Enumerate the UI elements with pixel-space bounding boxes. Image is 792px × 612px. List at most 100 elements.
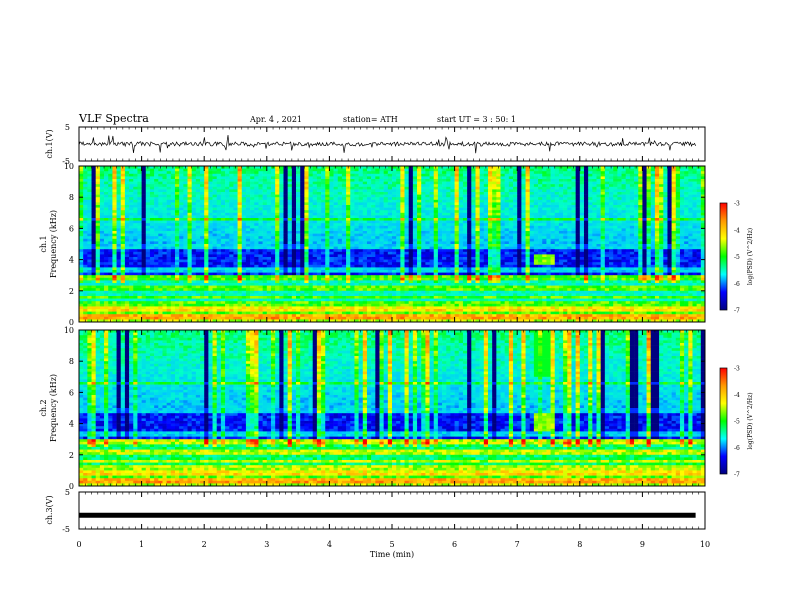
spectrogram-cell (688, 205, 693, 208)
spectrogram-cell (429, 192, 435, 195)
spectrogram-cell (191, 168, 197, 172)
spectrogram-cell (533, 173, 539, 177)
spectrogram-cell (500, 225, 505, 229)
spectrogram-cell (291, 189, 297, 193)
spectrogram-cell (387, 210, 393, 214)
spectrogram-cell (237, 244, 243, 247)
spectrogram-cell (583, 199, 589, 203)
spectrogram-cell (421, 202, 426, 206)
spectrogram-cell (558, 236, 564, 240)
spectrogram-cell (304, 210, 309, 214)
spectrogram-cell (567, 168, 572, 172)
spectrogram-cell (204, 236, 209, 240)
spectrogram-cell (325, 171, 330, 175)
spectrogram-cell (417, 166, 422, 169)
spectrogram-cell (337, 238, 343, 242)
spectrogram-cell (421, 210, 426, 214)
spectrogram-cell (321, 231, 326, 234)
spectrogram-cell (245, 233, 251, 237)
spectrogram-cell (487, 238, 493, 242)
spectrogram-cell (571, 228, 576, 232)
spectrogram-cell (329, 207, 334, 211)
spectrogram-cell (104, 166, 109, 169)
spectrogram-cell (316, 176, 322, 180)
spectrogram-cell (571, 210, 576, 214)
spectrogram-cell (504, 181, 510, 185)
spectrogram-cell (550, 223, 556, 227)
spectrogram-cell (634, 189, 639, 193)
spectrogram-cell (425, 244, 430, 247)
spectrogram-cell (129, 220, 134, 224)
spectrogram-cell (613, 171, 618, 175)
spectrogram-cell (529, 179, 535, 182)
spectrogram-cell (650, 186, 656, 190)
spectrogram-cell (533, 189, 539, 193)
spectrogram-cell (145, 231, 151, 234)
spectrogram-cell (646, 189, 652, 193)
spectrogram-cell (613, 184, 618, 188)
spectrogram-cell (179, 168, 184, 172)
spectrogram-cell (684, 215, 689, 219)
spectrogram-cell (158, 223, 163, 227)
spectrogram-cell (270, 212, 276, 216)
spectrogram-cell (508, 246, 514, 250)
spectrogram-cell (525, 233, 531, 237)
spectrogram-cell (245, 171, 251, 175)
spectrogram-cell (429, 171, 435, 175)
spectrogram-cell (425, 194, 430, 198)
spectrogram-cell (592, 241, 597, 245)
spectrogram-cell (124, 249, 130, 253)
spectrogram-cell (112, 207, 117, 211)
spectrogram-cell (229, 251, 234, 255)
spectrogram-cell (483, 238, 489, 242)
spectrogram-cell (154, 171, 159, 175)
spectrogram-cell (312, 184, 318, 188)
spectrogram-cell (149, 249, 155, 253)
spectrogram-cell (542, 210, 547, 214)
spectrogram-cell (258, 212, 263, 216)
spectrogram-cell (162, 249, 167, 253)
spectrogram-cell (350, 207, 355, 211)
spectrogram-cell (433, 189, 439, 193)
spectrogram-cell (346, 176, 351, 180)
spectrogram-cell (316, 218, 322, 221)
spectrogram-cell (225, 241, 230, 245)
spectrogram-cell (279, 184, 284, 188)
spectrogram-cell (337, 244, 343, 247)
spectrogram-cell (563, 228, 568, 232)
spectrogram-cell (542, 236, 547, 240)
spectrogram-cell (508, 249, 514, 253)
spectrogram-cell (650, 223, 656, 227)
spectrogram-cell (483, 220, 489, 224)
spectrogram-cell (129, 231, 134, 234)
spectrogram-cell (408, 212, 414, 216)
spectrogram-cell (179, 238, 184, 242)
spectrogram-cell (304, 249, 309, 253)
spectrogram-cell (609, 228, 614, 232)
spectrogram-cell (521, 179, 526, 182)
spectrogram-cell (166, 233, 172, 237)
spectrogram-cell (400, 223, 405, 227)
spectrogram-cell (145, 199, 151, 203)
spectrogram-cell (279, 205, 284, 208)
spectrogram-cell (200, 249, 205, 253)
spectrogram-cell (571, 197, 576, 201)
spectrogram-cell (254, 184, 259, 188)
spectrogram-cell (154, 179, 159, 182)
spectrogram-cell (137, 225, 142, 229)
spectrogram-cell (396, 189, 401, 193)
spectrogram-cell (346, 202, 351, 206)
spectrogram-cell (137, 186, 142, 190)
spectrogram-cell (450, 184, 455, 188)
spectrogram-cell (700, 197, 705, 201)
spectrogram-cell (575, 166, 581, 169)
spectrogram-cell (492, 212, 497, 216)
spectrogram-cell (604, 210, 610, 214)
spectrogram-cell (634, 197, 639, 201)
spectrogram-cell (229, 210, 234, 214)
spectrogram-cell (346, 184, 351, 188)
spectrogram-cell (279, 231, 284, 234)
spectrogram-cell (283, 202, 288, 206)
spectrogram-cell (688, 166, 693, 169)
spectrogram-cell (629, 179, 635, 182)
